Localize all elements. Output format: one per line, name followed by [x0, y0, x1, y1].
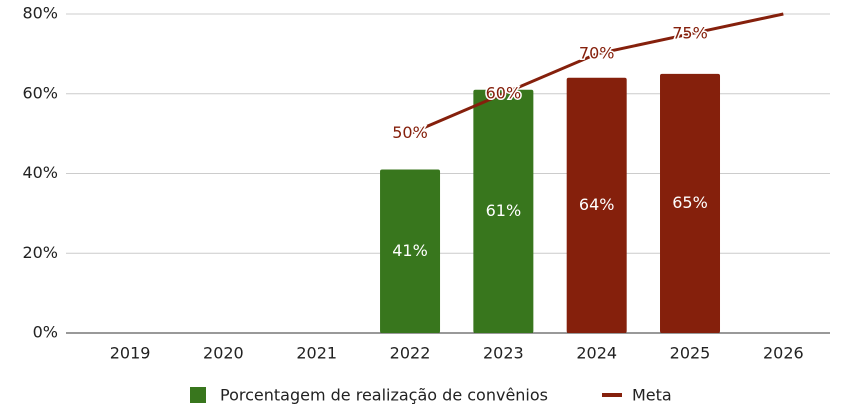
- bar: [566, 77, 627, 333]
- bar-label: 41%: [392, 241, 428, 260]
- line-label: 75%: [672, 23, 708, 42]
- x-tick-label: 2024: [576, 344, 617, 363]
- y-tick-label: 60%: [22, 83, 58, 102]
- x-tick-label: 2020: [203, 344, 244, 363]
- x-tick-label: 2025: [670, 344, 711, 363]
- y-tick-label: 80%: [22, 4, 58, 23]
- bar-label: 61%: [486, 201, 522, 220]
- bar: [473, 89, 534, 333]
- legend-label: Meta: [632, 386, 672, 405]
- x-tick-label: 2022: [390, 344, 431, 363]
- bar-label: 65%: [672, 193, 708, 212]
- legend-swatch: [190, 387, 206, 403]
- bar-label: 64%: [579, 195, 615, 214]
- line: [409, 12, 784, 136]
- y-tick-label: 40%: [22, 163, 58, 182]
- x-tick-label: 2023: [483, 344, 524, 363]
- x-tick-label: 2021: [296, 344, 337, 363]
- y-tick-label: 0%: [33, 323, 58, 342]
- legend-swatch: [602, 393, 622, 397]
- x-tick-label: 2026: [763, 344, 804, 363]
- bar: [380, 169, 441, 333]
- bar: [660, 73, 721, 333]
- line-label: 70%: [579, 43, 615, 62]
- legend-label: Porcentagem de realização de convênios: [220, 386, 548, 405]
- line-label: 60%: [486, 83, 522, 102]
- x-tick-label: 2019: [110, 344, 151, 363]
- line-label: 50%: [392, 123, 428, 142]
- y-tick-label: 20%: [22, 243, 58, 262]
